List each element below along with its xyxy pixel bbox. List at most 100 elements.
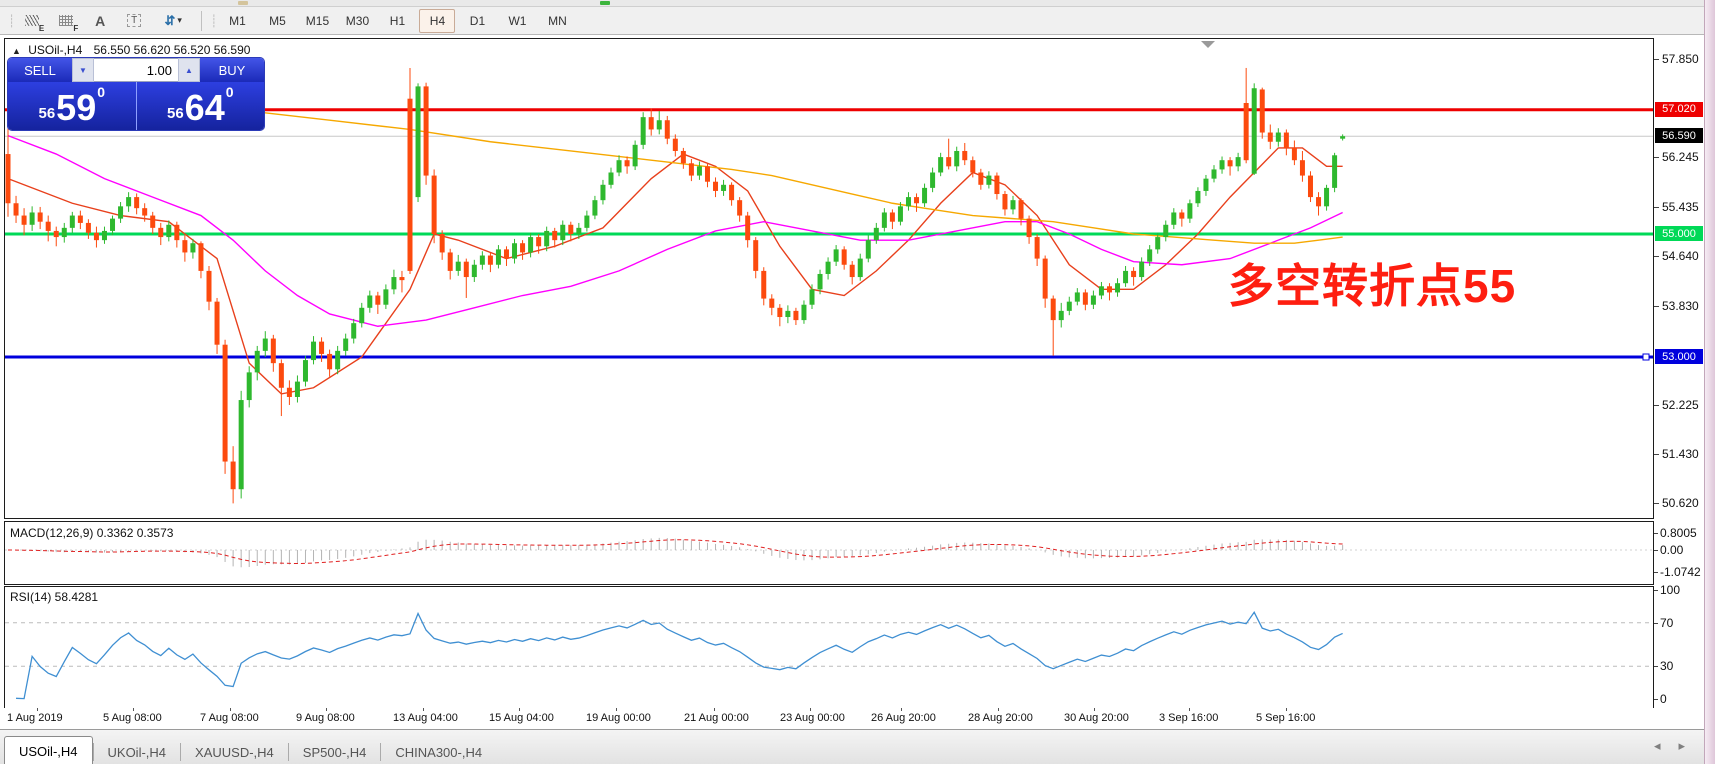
candle-body (745, 215, 751, 241)
tab-separator (92, 743, 94, 761)
candle-body (552, 230, 558, 241)
chart-tab-usoil-h4[interactable]: USOil-,H4 (4, 736, 93, 764)
macd-panel[interactable] (4, 521, 1654, 585)
tab-nav-right-icon[interactable]: ▸ (1678, 738, 1685, 753)
price-tick-label: 55.435 (1662, 200, 1699, 215)
timeframe-button-m30[interactable]: M30 (345, 13, 370, 28)
buy-button[interactable]: BUY (200, 58, 264, 82)
price-axis[interactable]: 57.850 56.245 55.435 54.640 53.830 52.225 51.4… (1654, 38, 1704, 519)
date-tick (1189, 708, 1190, 711)
date-tick (616, 708, 617, 711)
timeframe-button-mn[interactable]: MN (548, 13, 567, 28)
candle-body (809, 289, 815, 305)
rsi-panel[interactable] (4, 586, 1654, 709)
macd-axis-label-tick (1654, 572, 1658, 574)
volume-increase-button[interactable]: ▲ (178, 58, 200, 82)
candle-body (905, 197, 911, 207)
candle-body (246, 372, 252, 401)
date-label: 9 Aug 08:00 (296, 712, 355, 724)
date-label: 28 Aug 20:00 (968, 712, 1033, 724)
candle-body (1324, 187, 1330, 207)
candle-body (857, 258, 863, 278)
chart-tab-sp500-h4[interactable]: SP500-,H4 (302, 744, 367, 760)
candle-body (1066, 301, 1072, 311)
candle-body (970, 160, 976, 173)
candle-body (262, 338, 268, 351)
arrange-arrows-icon[interactable]: ⇵ ▾ (164, 12, 182, 28)
macd-axis-label: 0.8005 (1660, 526, 1697, 541)
candle-body (938, 157, 944, 173)
timeframe-button-d1[interactable]: D1 (469, 13, 486, 28)
timeframe-button-h4[interactable]: H4 (419, 8, 456, 33)
timeframe-button-w1[interactable]: W1 (508, 13, 527, 28)
sell-price-big: 59 (56, 87, 97, 128)
candle-body (302, 360, 308, 382)
buy-price[interactable]: 56 64 0 (137, 82, 265, 130)
volume-input[interactable] (94, 58, 178, 82)
candle-body (1058, 310, 1064, 321)
symbol-tab-bar: USOil-,H4 UKOil-,H4 XAUUSD-,H4 SP500-,H4 CHI… (0, 729, 1715, 764)
date-label: 15 Aug 04:00 (489, 712, 554, 724)
sell-button[interactable]: SELL (8, 58, 72, 82)
tab-separator (287, 743, 289, 761)
candle-body (13, 203, 19, 216)
candle-body (833, 249, 839, 262)
candle-body (769, 298, 775, 308)
chart-annotation-text[interactable]: 多空转折点55 (1228, 260, 1517, 312)
line-handle[interactable] (1642, 353, 1650, 361)
candle-body (230, 461, 236, 490)
candle-body (1034, 237, 1040, 259)
date-label: 21 Aug 00:00 (684, 712, 749, 724)
text-label-icon[interactable]: A (95, 12, 106, 29)
candle-body (1147, 249, 1153, 262)
price-chart-canvas[interactable] (5, 39, 1653, 518)
date-tick (1094, 708, 1095, 711)
sell-price[interactable]: 56 59 0 (8, 82, 137, 130)
candle-body (335, 350, 341, 370)
date-tick (230, 708, 231, 711)
main-chart-panel[interactable] (4, 38, 1654, 519)
candle-body (1115, 283, 1121, 293)
timeframe-button-h1[interactable]: H1 (389, 13, 406, 28)
tab-nav-left-icon[interactable]: ◂ (1653, 738, 1661, 753)
candle-body (1098, 286, 1104, 296)
tab-separator (180, 743, 182, 761)
candle-body (914, 197, 920, 204)
candle-body (174, 224, 180, 241)
candle-body (1163, 224, 1169, 238)
price-tick (1654, 404, 1659, 406)
candle-body (753, 240, 759, 271)
candle-body (383, 289, 389, 305)
patterns-icon[interactable]: E (18, 9, 46, 33)
chart-tab-china300-h4[interactable]: CHINA300-,H4 (395, 744, 483, 760)
candle-body (487, 255, 493, 265)
candle-body (1042, 258, 1048, 299)
chart-tab-xauusd-h4[interactable]: XAUUSD-,H4 (195, 744, 274, 760)
candle-body (1299, 160, 1305, 176)
candle-body (190, 243, 196, 253)
toolbar-grip[interactable]: ┊ (210, 13, 217, 28)
grid-sub: F (73, 23, 79, 33)
chart-ohlc-values: 56.550 56.620 56.520 56.590 (93, 43, 251, 57)
candle-body (294, 381, 300, 397)
date-axis[interactable]: 1 Aug 2019 5 Aug 08:00 7 Aug 08:00 9 Aug 08… (4, 708, 1654, 728)
chart-shift-marker-icon[interactable] (1201, 41, 1215, 48)
candle-body (1275, 132, 1281, 142)
candle-body (817, 273, 823, 290)
candle-body (463, 261, 469, 278)
collapse-arrow-icon[interactable]: ▲ (12, 46, 21, 56)
date-label: 19 Aug 00:00 (586, 712, 651, 724)
candle-body (624, 160, 630, 167)
volume-decrease-button[interactable]: ▼ (72, 58, 94, 82)
chart-tab-ukoil-h4[interactable]: UKOil-,H4 (107, 744, 167, 760)
patterns-sub: E (38, 23, 45, 33)
candle-body (568, 224, 574, 234)
candle-body (785, 310, 791, 318)
timeframe-button-m15[interactable]: M15 (305, 13, 330, 28)
textbox-icon[interactable]: T (120, 9, 148, 33)
toolbar-grip[interactable]: ┊ (8, 13, 15, 28)
timeframe-button-m1[interactable]: M1 (229, 13, 246, 28)
candle-body (85, 222, 91, 233)
grid-icon[interactable]: F (52, 9, 80, 33)
timeframe-button-m5[interactable]: M5 (269, 13, 286, 28)
